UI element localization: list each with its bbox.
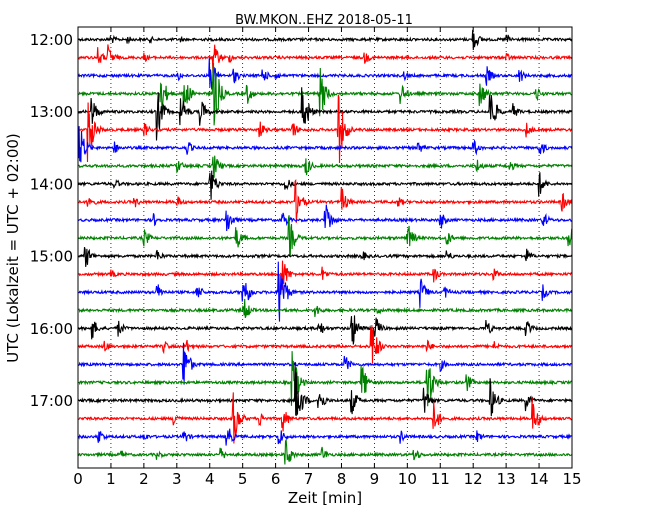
x-tick-label: 10 — [398, 470, 417, 488]
trace-1600 — [77, 315, 573, 345]
trace-1700 — [78, 362, 573, 417]
y-tick-label: 12:00 — [30, 31, 73, 49]
x-tick-label: 11 — [431, 470, 450, 488]
x-tick-label: 0 — [73, 470, 83, 488]
trace-1430 — [78, 204, 573, 232]
y-tick-label: 15:00 — [30, 248, 73, 266]
trace-1445 — [78, 215, 573, 257]
plot-frame — [77, 26, 573, 469]
trace-1315 — [78, 94, 573, 164]
x-tick-label: 9 — [370, 470, 380, 488]
y-axis-label: UTC (Lokalzeit = UTC + 02:00) — [4, 133, 22, 363]
trace-1515 — [78, 260, 573, 290]
trace-1745 — [77, 439, 573, 465]
x-tick-label: 14 — [530, 470, 549, 488]
trace-1530 — [78, 261, 573, 322]
trace-1230 — [77, 57, 572, 90]
y-tick-label: 14:00 — [30, 175, 73, 193]
trace-1215 — [78, 44, 573, 73]
trace-1345 — [78, 155, 573, 178]
y-axis: 12:00 13:00 14:00 15:00 16:00 17:00 — [30, 31, 572, 410]
x-tick-label: 13 — [497, 470, 516, 488]
chart-title: BW.MKON..EHZ 2018-05-11 — [235, 13, 413, 28]
x-tick-label: 6 — [271, 470, 281, 488]
x-tick-label: 3 — [172, 470, 182, 488]
x-tick-label: 2 — [139, 470, 149, 488]
traces — [77, 29, 573, 465]
y-tick-label: 13:00 — [30, 103, 73, 121]
trace-1500 — [78, 246, 573, 267]
x-tick-label: 15 — [562, 470, 581, 488]
x-tick-label: 8 — [337, 470, 347, 488]
x-tick-label: 12 — [464, 470, 483, 488]
x-tick-label: 7 — [304, 470, 314, 488]
x-axis-label: Zeit [min] — [288, 489, 362, 507]
x-tick-label: 1 — [106, 470, 116, 488]
trace-1730 — [77, 428, 572, 446]
trace-1200 — [78, 29, 573, 51]
trace-1615 — [78, 325, 573, 364]
trace-1400 — [77, 170, 573, 200]
x-axis: 0 1 2 3 4 5 6 7 8 9 10 11 12 13 14 15 — [73, 27, 582, 488]
trace-1300 — [78, 87, 572, 141]
trace-1245 — [78, 62, 572, 126]
trace-1545 — [78, 298, 573, 319]
trace-1715 — [78, 392, 573, 444]
y-tick-label: 16:00 — [30, 320, 73, 338]
grid-lines — [110, 27, 540, 468]
x-tick-label: 5 — [238, 470, 248, 488]
trace-1415 — [78, 179, 573, 223]
y-tick-label: 17:00 — [30, 392, 73, 410]
trace-1630 — [78, 342, 572, 385]
trace-1330 — [77, 126, 573, 163]
x-tick-label: 4 — [205, 470, 215, 488]
